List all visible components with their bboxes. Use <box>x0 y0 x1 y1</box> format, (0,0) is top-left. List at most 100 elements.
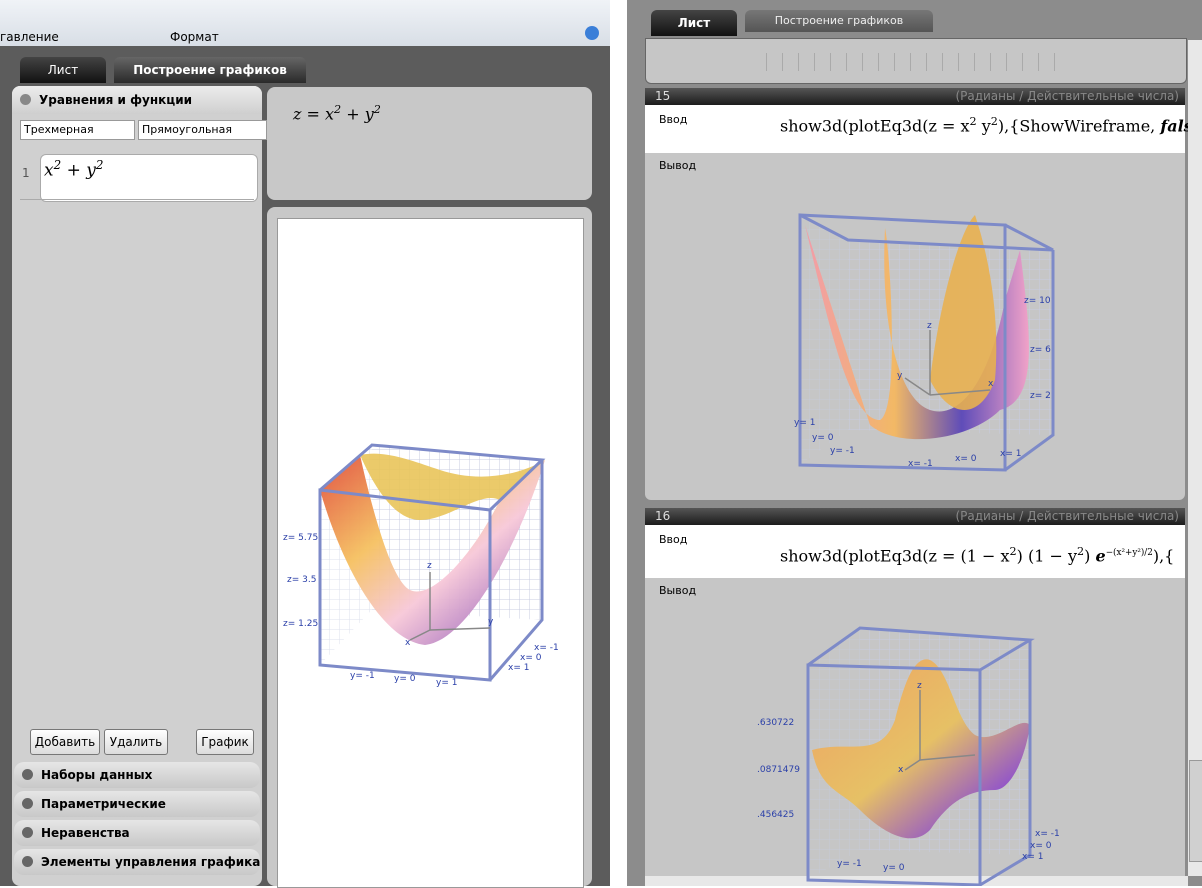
menu-bar: гавление Формат <box>0 0 610 46</box>
tick-label: x= 1 <box>1022 852 1043 862</box>
formula-part: e <box>1095 546 1106 566</box>
tick-label: x= -1 <box>908 459 933 469</box>
formula-part: ) <box>1084 546 1096 566</box>
menu-item[interactable]: Формат <box>170 30 219 44</box>
ruler <box>766 53 1066 71</box>
right-window: Лист Построение графиков 15 (Радианы / Де… <box>627 0 1202 886</box>
formula-part: ) (1 − y <box>1016 546 1078 566</box>
input-formula: show3d(plotEq3d(z = x2 y2),{ShowWirefram… <box>780 115 1193 135</box>
box-edges <box>798 213 1055 472</box>
tick-label: z= 10 <box>1024 296 1051 306</box>
section-title: Наборы данных <box>41 768 153 782</box>
formula-part: + y <box>341 104 374 124</box>
axes <box>409 572 491 641</box>
axis-label: y <box>488 617 494 627</box>
surface-top <box>360 453 545 520</box>
tick-label: x= 0 <box>520 653 542 663</box>
h-scrollbar[interactable] <box>645 876 1188 886</box>
axis-label: y <box>897 371 903 381</box>
formula-part: ),{ <box>1152 546 1175 566</box>
formula-sup: −(x²+y²)/2 <box>1105 548 1153 558</box>
section[interactable]: Параметрические <box>14 791 260 817</box>
entry-input[interactable]: x2 + y2 <box>40 154 258 202</box>
dimension-select[interactable]: Трехмерная <box>20 120 135 140</box>
scrollbar[interactable] <box>1188 40 1202 876</box>
tick-label: x= -1 <box>1035 829 1060 839</box>
tick-label: z= 2 <box>1030 391 1051 401</box>
section[interactable]: Элементы управления графиками <box>14 849 260 875</box>
help-icon[interactable] <box>585 26 599 40</box>
surface <box>812 659 1030 839</box>
tick-label: y= 1 <box>794 418 815 428</box>
cell-number: 15 <box>655 89 671 103</box>
formula-part: show3d(plotEq3d(z = x <box>780 116 970 136</box>
cell-header: 15 (Радианы / Действительные числа) <box>645 88 1185 105</box>
plot-button[interactable]: График <box>196 729 254 755</box>
input-label: Ввод <box>659 533 688 546</box>
formula-sup: 2 <box>53 158 62 172</box>
formula-part: y <box>976 116 991 136</box>
menu-item[interactable]: гавление <box>0 30 59 44</box>
formula-panel: z = x2 + y2 <box>267 87 592 200</box>
tab[interactable]: Построение графиков <box>745 10 933 32</box>
tick-label: x= 0 <box>955 454 977 464</box>
box-edges <box>806 626 1035 886</box>
tick-label: x= 0 <box>1030 841 1052 851</box>
coords-select[interactable]: Прямоугольная <box>138 120 267 140</box>
formula: z = x2 + y2 <box>293 103 381 123</box>
tick-label: .0871479 <box>757 765 800 775</box>
formula-sup: 2 <box>95 158 104 172</box>
tick-label: x= 1 <box>1000 449 1021 459</box>
surface <box>320 455 545 645</box>
axes <box>904 330 991 396</box>
tick-label: z= 6 <box>1030 345 1051 355</box>
plot-left: z= 5.75 z= 3.5 z= 1.25 y= -1 y= 0 y= 1 x… <box>283 443 559 688</box>
tick-label: y= 0 <box>883 863 905 873</box>
delete-button[interactable]: Удалить <box>104 729 168 755</box>
plots-right: z= 10 z= 6 z= 2 y= 1 y= 0 y= -1 x= -1 x=… <box>757 213 1060 886</box>
tab[interactable]: Лист <box>20 57 106 83</box>
axis-label: z <box>927 321 932 331</box>
formula-sup: 2 <box>969 115 977 128</box>
tick-label: y= -1 <box>830 446 855 456</box>
axis-label: x <box>898 765 904 775</box>
box-side <box>800 215 848 465</box>
section-title: Уравнения и функции <box>39 93 193 107</box>
section-header[interactable]: Уравнения и функции <box>12 86 262 114</box>
axis-label: x <box>405 638 411 648</box>
input-row[interactable]: Ввод show3d(plotEq3d(z = (1 − x2) (1 − y… <box>645 525 1185 578</box>
divider <box>20 199 254 200</box>
formula-sup: 2 <box>1077 545 1085 558</box>
formula-sup: 2 <box>990 115 998 128</box>
input-row[interactable]: Ввод show3d(plotEq3d(z = x2 y2),{ShowWir… <box>645 105 1193 153</box>
tick-label: .456425 <box>757 810 794 820</box>
axis-label: x <box>988 379 994 389</box>
tick-label: y= 0 <box>812 433 834 443</box>
axes <box>904 690 976 771</box>
tick-label: y= -1 <box>350 671 375 681</box>
tick-label: z= 5.75 <box>283 533 318 543</box>
section-title: Элементы управления графиками <box>41 855 260 869</box>
add-button[interactable]: Добавить <box>30 729 100 755</box>
formula-part: + y <box>61 160 96 181</box>
section-title: Неравенства <box>41 826 130 840</box>
tick-label: .630722 <box>757 718 794 728</box>
axis-label: z <box>427 561 432 571</box>
section-title: Параметрические <box>41 797 166 811</box>
left-window: гавление Формат Лист Построение графиков… <box>0 0 610 888</box>
section[interactable]: Наборы данных <box>14 762 260 788</box>
formula-part: fals <box>1160 116 1193 136</box>
section[interactable]: Неравенства <box>14 820 260 846</box>
tick-label: x= -1 <box>534 643 559 653</box>
cell-header: 16 (Радианы / Действительные числа) <box>645 508 1185 525</box>
tab-active[interactable]: Лист <box>651 10 737 36</box>
output-label: Вывод <box>659 584 697 597</box>
cell-mode: (Радианы / Действительные числа) <box>955 89 1179 103</box>
formula-part: z = x <box>293 104 335 124</box>
scroll-thumb[interactable] <box>1189 760 1202 862</box>
formula-part: ),{ShowWireframe, <box>997 116 1161 136</box>
tick-label: y= -1 <box>837 859 862 869</box>
input-label: Ввод <box>659 113 688 126</box>
tab-active[interactable]: Построение графиков <box>114 57 306 83</box>
